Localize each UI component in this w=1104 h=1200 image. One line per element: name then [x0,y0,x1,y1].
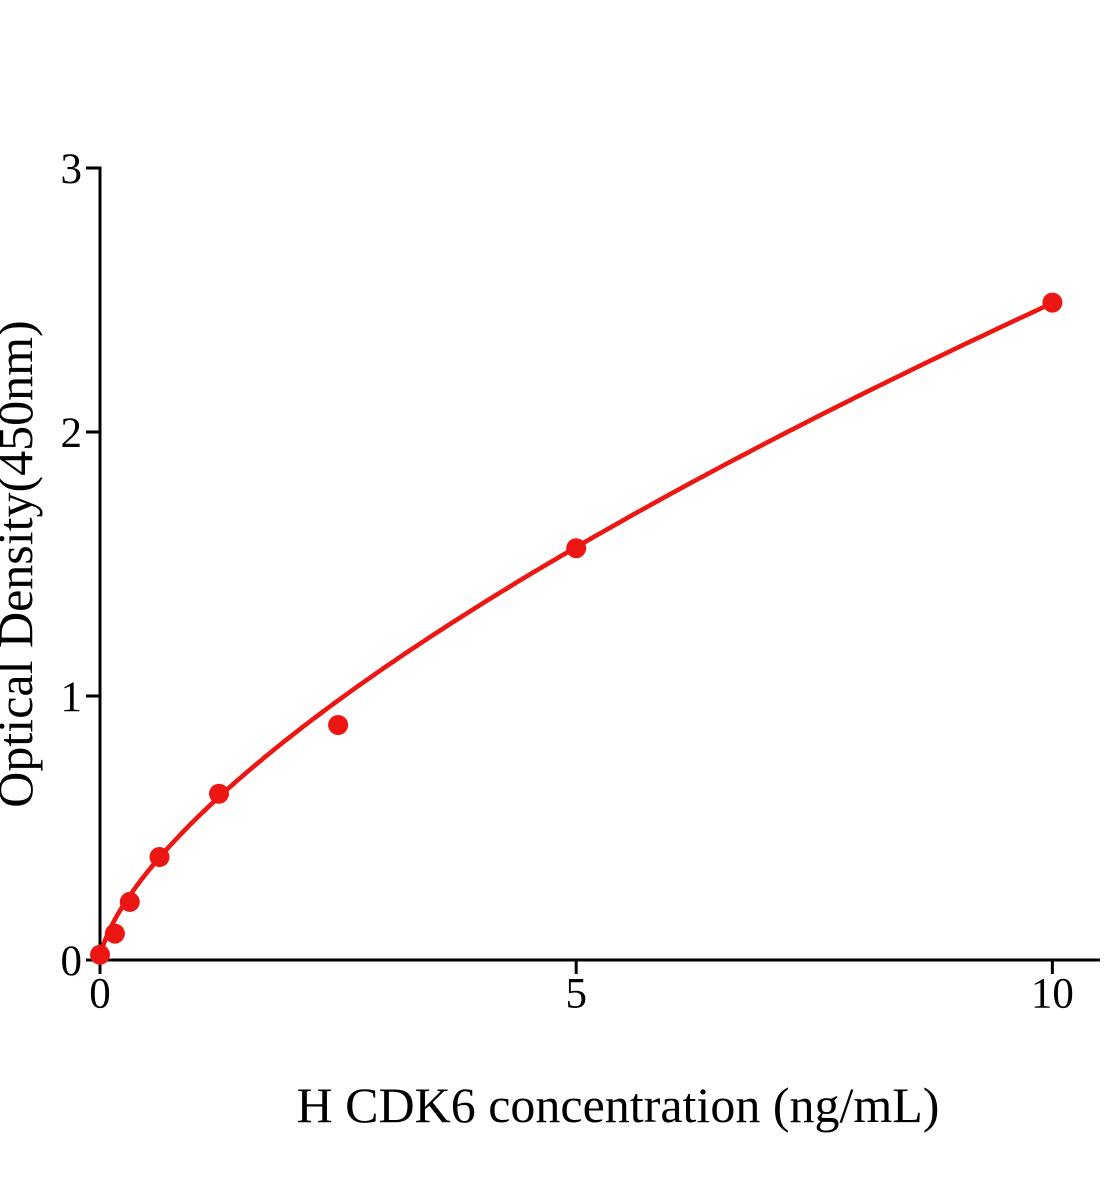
standard-curve-line [97,300,1055,963]
data-point [149,847,170,867]
y-tick-label: 1 [61,674,83,721]
data-point [1042,292,1063,313]
y-axis-title: Optical Density(450nm) [0,320,43,807]
x-axis-title: H CDK6 concentration (ng/mL) [297,1077,940,1133]
y-tick-label: 0 [61,938,83,985]
data-point [209,783,229,804]
y-tick-label: 2 [61,410,83,457]
x-tick-label: 10 [1031,971,1074,1018]
x-tick-label: 0 [89,971,111,1018]
data-point [90,944,110,965]
data-point [104,923,125,944]
y-tick-label: 3 [61,146,83,193]
x-tick-label: 5 [565,971,587,1018]
data-point [566,538,587,559]
data-point [328,715,349,735]
data-point [119,891,140,912]
